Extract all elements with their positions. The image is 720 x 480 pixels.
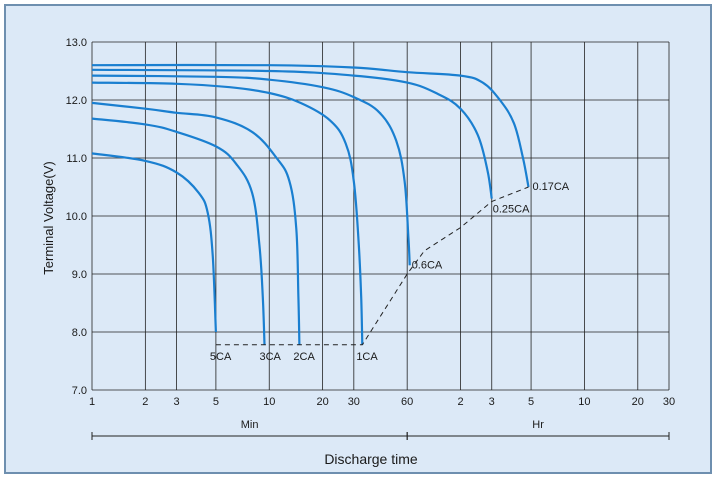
- curve-label-1CA: 1CA: [356, 351, 378, 363]
- x-tick-label: 1: [89, 396, 95, 408]
- curve-1CA: [91, 81, 364, 345]
- chart-frame: 7.0 8.0 9.0 10.0 11.0 12.0 13.0 1 2 3 5 10 20 30 60 2 3…: [4, 4, 712, 474]
- x-axis-title: Discharge time: [324, 451, 418, 467]
- y-tick-label: 11.0: [66, 153, 87, 165]
- end-voltage-dashed-line: [215, 186, 529, 346]
- x-tick-label: 10: [263, 396, 275, 408]
- y-tick-labels: 7.0 8.0 9.0 10.0 11.0 12.0 13.0: [66, 37, 87, 397]
- x-tick-label: 5: [528, 396, 534, 408]
- x-tick-label: 3: [489, 396, 495, 408]
- discharge-curves: [91, 63, 530, 346]
- group-label-min: Min: [241, 419, 259, 431]
- x-tick-label: 10: [578, 396, 590, 408]
- curve-label-5CA: 5CA: [210, 351, 232, 363]
- curve-label-0_17CA: 0.17CA: [532, 181, 569, 193]
- chart-grid: [91, 41, 670, 391]
- curve-3CA: [91, 117, 266, 345]
- time-groups: Min Hr: [91, 419, 670, 440]
- curve-5CA: [91, 152, 217, 333]
- y-tick-label: 13.0: [66, 37, 87, 49]
- y-tick-label: 7.0: [72, 385, 87, 397]
- x-tick-label: 2: [457, 396, 463, 408]
- x-tick-label: 30: [663, 396, 675, 408]
- y-tick-label: 9.0: [72, 269, 87, 281]
- x-tick-label: 20: [632, 396, 644, 408]
- curve-2CA: [91, 101, 301, 345]
- x-tick-label: 30: [348, 396, 360, 408]
- x-tick-labels: 1 2 3 5 10 20 30 60 2 3 5 10 20 30: [89, 396, 675, 408]
- x-tick-label: 60: [401, 396, 413, 408]
- group-label-hr: Hr: [532, 419, 544, 431]
- curve-0_25CA: [91, 68, 493, 199]
- discharge-chart: 7.0 8.0 9.0 10.0 11.0 12.0 13.0 1 2 3 5 10 20 30 60 2 3…: [41, 37, 675, 467]
- curve-label-2CA: 2CA: [293, 351, 315, 363]
- curve-0_6CA: [91, 74, 411, 266]
- x-tick-label: 3: [174, 396, 180, 408]
- y-tick-label: 10.0: [66, 211, 87, 223]
- curve-label-0_25CA: 0.25CA: [493, 204, 530, 216]
- x-tick-label: 2: [142, 396, 148, 408]
- x-tick-label: 20: [316, 396, 328, 408]
- curve-label-0_6CA: 0.6CA: [412, 259, 443, 271]
- y-tick-label: 12.0: [66, 95, 87, 107]
- y-tick-label: 8.0: [72, 327, 87, 339]
- x-tick-label: 5: [213, 396, 219, 408]
- curve-0_17CA: [91, 63, 530, 188]
- y-axis-title: Terminal Voltage(V): [41, 161, 56, 274]
- curve-label-3CA: 3CA: [259, 351, 281, 363]
